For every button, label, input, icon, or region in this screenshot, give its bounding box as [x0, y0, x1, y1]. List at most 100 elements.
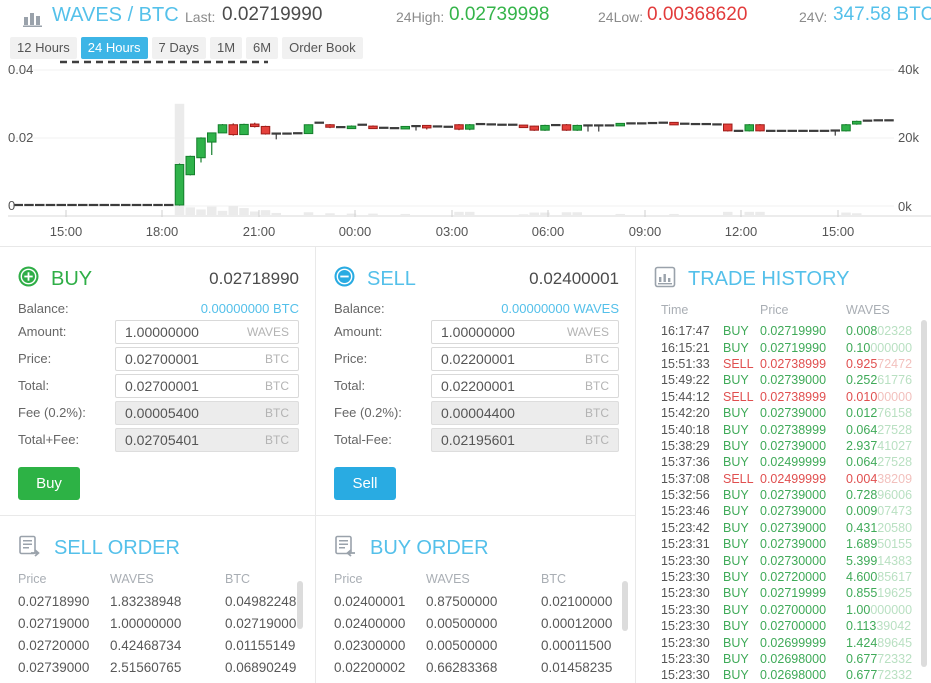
- buy-total-label: Total:: [18, 378, 50, 393]
- trade-row: 15:49:22 BUY 0.02739000 0.25261776: [661, 372, 931, 388]
- trade-price: 0.02738999: [760, 356, 827, 371]
- sell-amount-value: 1.00000000: [441, 323, 515, 340]
- trade-amount-significant: 1.424: [846, 635, 878, 650]
- sell-price-value: 0.02200001: [441, 350, 515, 367]
- svg-text:0k: 0k: [898, 199, 912, 214]
- trade-amount: 0.10000000: [846, 341, 912, 355]
- buy-total-fee-input: 0.02705401 BTC: [115, 427, 299, 452]
- trade-price: 0.02739000: [760, 537, 827, 552]
- buy-top-price: 0.02718990: [209, 269, 299, 288]
- sell-order-row[interactable]: 0.02720000 0.42468734 0.01155149: [18, 634, 315, 656]
- sell-total-input[interactable]: 0.02200001 BTC: [431, 373, 619, 398]
- trade-amount-faded: 38209: [877, 471, 913, 486]
- trade-time: 15:23:30: [661, 668, 710, 683]
- buy-order-row[interactable]: 0.02400000 0.00500000 0.00012000: [334, 612, 635, 634]
- trade-side: BUY: [723, 488, 749, 503]
- trade-time: 15:23:30: [661, 586, 710, 601]
- order-btc: 0.00012000: [541, 615, 613, 631]
- trade-row: 15:23:30 BUY 0.02700000 1.00000000: [661, 602, 931, 618]
- sell-amount-input[interactable]: 1.00000000 WAVES: [431, 319, 619, 344]
- trade-row: 15:44:12 SELL 0.02738999 0.01000000: [661, 389, 931, 405]
- buy-title: BUY: [51, 267, 93, 290]
- trade-amount-significant: 0.252: [846, 373, 878, 388]
- buy-amount-input[interactable]: 1.00000000 WAVES: [115, 319, 299, 344]
- trade-side: BUY: [723, 602, 749, 617]
- trade-amount-significant: 0.009: [846, 504, 878, 519]
- sell-amount-unit-label: WAVES: [566, 324, 609, 339]
- trade-history-title: TRADE HISTORY: [688, 267, 850, 290]
- trade-side: SELL: [723, 389, 754, 404]
- trade-amount-faded: 14383: [877, 553, 913, 568]
- trade-amount-faded: 41027: [877, 438, 913, 453]
- svg-text:20k: 20k: [898, 130, 919, 145]
- buy-order-row[interactable]: 0.022000014.220213960.09284474: [334, 678, 635, 683]
- trade-history-scrollbar[interactable]: [921, 320, 927, 667]
- trade-price: 0.02739000: [760, 373, 827, 388]
- buy-balance-value: 0.00000000 BTC: [200, 301, 299, 316]
- price-chart[interactable]: 0.04 0.02 0 40k 20k 0k 15:00 18:00 21:00 00:00 03:…: [0, 60, 931, 251]
- sell-order-header: Price WAVES BTC: [18, 572, 250, 586]
- sell-total-fee-value: 0.02195601: [441, 431, 515, 448]
- tab-12-hours[interactable]: 12 Hours: [10, 37, 77, 59]
- tab-1m[interactable]: 1M: [209, 37, 243, 59]
- trade-price: 0.02700000: [760, 619, 827, 634]
- trade-amount: 0.72896006: [846, 488, 912, 502]
- sell-order-row[interactable]: 0.0273995030.577459740.83780710: [18, 678, 315, 683]
- sell-total-fee-label: Total-Fee:: [334, 432, 392, 447]
- order-price: 0.02739000: [18, 659, 90, 675]
- buy-price-input[interactable]: 0.02700001 BTC: [115, 346, 299, 371]
- trade-amount-faded: 27528: [877, 422, 913, 437]
- order-price: 0.02718990: [18, 593, 90, 609]
- sell-minus-icon: [334, 266, 355, 292]
- trade-side: BUY: [723, 504, 749, 519]
- sell-order-row[interactable]: 0.02719000 1.00000000 0.02719000: [18, 612, 315, 634]
- trade-price: 0.02499999: [760, 455, 827, 470]
- trade-side: BUY: [723, 668, 749, 683]
- sell-order-scrollbar[interactable]: [297, 581, 303, 629]
- order-waves: 4.22021396: [426, 682, 541, 683]
- buy-total-input[interactable]: 0.02700001 BTC: [115, 373, 299, 398]
- buy-order-header: Price WAVES BTC: [334, 572, 566, 586]
- buy-total-value: 0.02700001: [125, 377, 199, 394]
- trade-side: BUY: [723, 619, 749, 634]
- trade-side: BUY: [723, 635, 749, 650]
- trade-history-panel: TRADE HISTORY Time Price WAVES 16:17:47 B…: [636, 247, 931, 683]
- trade-amount-significant: 0.064: [846, 455, 878, 470]
- tab-7-days[interactable]: 7 Days: [151, 37, 206, 59]
- buy-fee-row: Fee (0.2%): 0.00005400 BTC: [18, 399, 299, 426]
- trade-amount: 0.00907473: [846, 504, 912, 518]
- sell-amount-row: Amount: 1.00000000 WAVES: [334, 318, 619, 345]
- tab-order-book[interactable]: Order Book: [282, 37, 363, 59]
- buy-order-row[interactable]: 0.02400001 0.87500000 0.02100000: [334, 590, 635, 612]
- sell-order-row[interactable]: 0.02718990 1.83238948 0.04982248: [18, 590, 315, 612]
- svg-text:15:00: 15:00: [50, 224, 83, 239]
- sell-order-row[interactable]: 0.02739000 2.51560765 0.06890249: [18, 656, 315, 678]
- buy-order-scrollbar[interactable]: [622, 581, 628, 631]
- buy-order-icon: [334, 535, 358, 562]
- trade-time: 15:23:30: [661, 652, 710, 666]
- order-waves: 0.00500000: [426, 637, 498, 653]
- trade-amount: 0.00802328: [846, 324, 912, 338]
- tab-24-hours[interactable]: 24 Hours: [80, 37, 148, 59]
- trade-amount-significant: 0.064: [846, 422, 878, 437]
- trade-amount-faded: 20580: [877, 520, 913, 535]
- buy-button[interactable]: Buy: [18, 467, 80, 500]
- trade-amount: 0.67772332: [846, 652, 912, 666]
- trade-price: 0.02739000: [760, 438, 827, 453]
- buy-order-row[interactable]: 0.02200002 0.66283368 0.01458235: [334, 656, 635, 678]
- trade-amount-faded: 85617: [877, 570, 913, 585]
- buy-order-row[interactable]: 0.02300000 0.00500000 0.00011500: [334, 634, 635, 656]
- trade-amount-significant: 0.925: [846, 356, 878, 371]
- trade-history-icon: [654, 266, 676, 293]
- sell-total-fee-unit-label: BTC: [585, 432, 609, 447]
- sell-price-input[interactable]: 0.02200001 BTC: [431, 346, 619, 371]
- order-price: 0.02400000: [334, 615, 406, 631]
- trade-row: 15:23:46 BUY 0.02739000 0.00907473: [661, 503, 931, 519]
- trade-side: BUY: [723, 406, 749, 421]
- sell-total-fee-input: 0.02195601 BTC: [431, 427, 619, 452]
- tab-6m[interactable]: 6M: [246, 37, 279, 59]
- pair-title[interactable]: WAVES / BTC: [52, 4, 179, 26]
- trade-side: SELL: [723, 356, 754, 371]
- sell-button[interactable]: Sell: [334, 467, 396, 500]
- trade-amount: 0.00438209: [846, 472, 912, 486]
